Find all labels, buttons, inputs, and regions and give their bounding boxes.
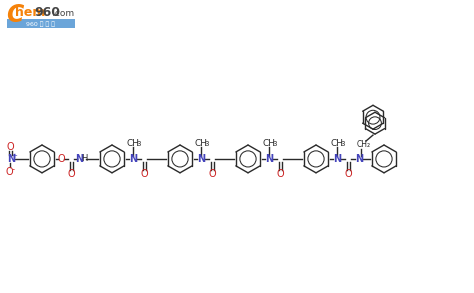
Text: O: O: [344, 169, 352, 179]
Text: 960 化 工 网: 960 化 工 网: [27, 21, 55, 27]
FancyBboxPatch shape: [7, 19, 75, 28]
Text: O: O: [57, 154, 65, 164]
Text: CH: CH: [263, 139, 275, 148]
Text: .com: .com: [52, 9, 74, 18]
Text: 3: 3: [137, 141, 141, 147]
Text: N: N: [355, 154, 363, 164]
Text: CH: CH: [330, 139, 344, 148]
Text: N: N: [265, 154, 273, 164]
Text: O: O: [276, 169, 284, 179]
Text: N: N: [197, 154, 205, 164]
Text: +: +: [11, 153, 18, 159]
Text: 3: 3: [341, 141, 345, 147]
Text: O: O: [6, 142, 14, 152]
Text: CH₂: CH₂: [357, 139, 371, 149]
Text: O: O: [140, 169, 148, 179]
Text: O: O: [5, 167, 13, 177]
Text: CH: CH: [127, 139, 139, 148]
Text: 3: 3: [273, 141, 277, 147]
Text: N: N: [333, 154, 341, 164]
Text: N: N: [75, 154, 83, 164]
Text: O: O: [67, 169, 75, 179]
Text: C: C: [6, 3, 23, 27]
Text: O: O: [208, 169, 216, 179]
Text: CH: CH: [194, 139, 208, 148]
Text: -: -: [12, 165, 15, 174]
Text: hem: hem: [15, 6, 46, 19]
Text: N: N: [129, 154, 137, 164]
Text: 960: 960: [34, 6, 60, 19]
Text: 3: 3: [205, 141, 209, 147]
Text: H: H: [81, 154, 87, 163]
Text: N: N: [7, 154, 15, 164]
